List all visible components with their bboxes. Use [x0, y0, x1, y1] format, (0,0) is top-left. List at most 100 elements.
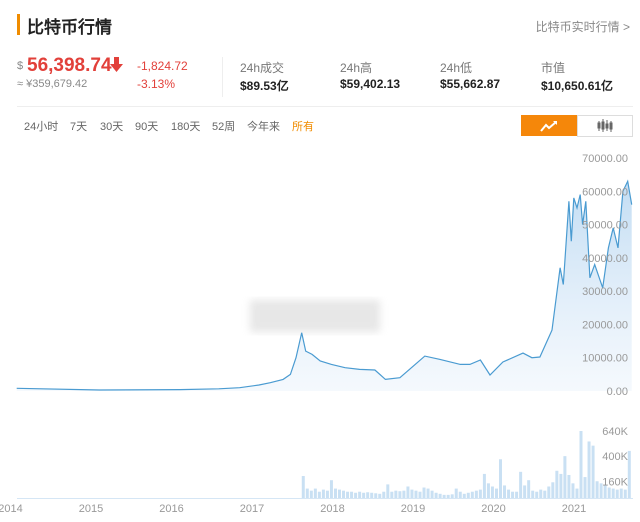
line-chart-button[interactable]: [521, 115, 577, 136]
tab-90d[interactable]: 90天: [135, 121, 159, 133]
volume-bar: [414, 490, 418, 498]
tab-all[interactable]: 所有: [292, 121, 314, 133]
candlestick-icon: [597, 119, 613, 132]
volume-bar: [575, 488, 579, 498]
volume-bar: [358, 491, 362, 498]
x-tick: 2014: [0, 503, 23, 515]
volume-bar: [410, 489, 414, 498]
volume-bar: [329, 480, 333, 498]
tab-24h[interactable]: 24小时: [24, 121, 59, 133]
volume-bar: [551, 482, 555, 498]
x-tick: 2019: [401, 503, 425, 515]
arrow-down-icon: [110, 57, 123, 77]
volume-bar: [527, 480, 531, 498]
stat-marketcap-value: $10,650.61亿: [541, 79, 614, 93]
volume-bar: [623, 489, 627, 498]
volume-bar: [333, 488, 337, 498]
volume-bar: [499, 459, 502, 498]
x-tick: 2017: [240, 503, 264, 515]
volume-bar: [309, 490, 313, 498]
volume-bar: [583, 477, 587, 498]
volume-bar: [466, 492, 470, 498]
volume-bar: [547, 486, 551, 498]
tab-30d[interactable]: 30天: [100, 121, 124, 133]
title-accent-bar: [17, 14, 20, 35]
volume-bar: [321, 489, 325, 498]
stat-volume-label: 24h成交: [240, 61, 285, 75]
tab-52w[interactable]: 52周: [212, 121, 236, 133]
divider: [17, 106, 633, 107]
volume-bar: [418, 491, 422, 498]
volume-bar: [342, 490, 346, 498]
x-tick: 2015: [79, 503, 103, 515]
volume-bar: [313, 488, 317, 498]
volume-bar: [350, 491, 354, 498]
price-y-tick: 60000.00: [582, 186, 628, 198]
volume-bar: [390, 491, 394, 498]
volume-bar: [462, 493, 466, 498]
volume-bar: [305, 488, 309, 498]
volume-bar: [567, 474, 571, 498]
volume-bar: [607, 487, 611, 498]
tab-7d[interactable]: 7天: [70, 121, 88, 133]
price-y-tick: 70000.00: [582, 153, 628, 165]
stat-high-label: 24h高: [340, 61, 373, 75]
volume-bar: [535, 491, 539, 498]
volume-bar: [430, 490, 434, 498]
price-y-tick: 0.00: [607, 386, 628, 398]
x-tick: 2020: [481, 503, 505, 515]
volume-bar: [507, 489, 511, 498]
cny-price: ≈ ¥359,679.42: [17, 78, 88, 90]
x-tick: 2018: [320, 503, 344, 515]
volume-bar: [523, 485, 527, 498]
volume-bar: [394, 490, 398, 498]
volume-bar: [366, 492, 370, 498]
volume-bar: [571, 483, 575, 498]
volume-bar: [615, 489, 619, 498]
volume-bar: [619, 488, 623, 498]
volume-bar: [374, 493, 378, 498]
volume-bar: [442, 494, 446, 498]
volume-bar: [458, 491, 462, 498]
tab-180d[interactable]: 180天: [171, 121, 201, 133]
volume-y-tick: 400K: [602, 451, 628, 463]
line-chart-icon: [540, 120, 557, 132]
price-y-tick: 30000.00: [582, 286, 628, 298]
volume-bar: [325, 490, 329, 498]
volume-bar: [539, 489, 543, 498]
volume-bar: [470, 491, 474, 498]
currency-symbol: $: [17, 60, 24, 72]
volume-y-tick: 160K: [602, 476, 628, 488]
volume-bar: [346, 491, 350, 498]
volume-bar: [511, 491, 515, 498]
volume-bar: [591, 445, 595, 498]
price-y-tick: 20000.00: [582, 319, 628, 331]
volume-bar: [503, 485, 507, 498]
volume-bar: [434, 492, 438, 498]
volume-bar: [422, 487, 426, 498]
volume-bar: [579, 431, 583, 498]
realtime-link[interactable]: 比特币实时行情 >: [535, 20, 630, 34]
volume-bar: [362, 492, 366, 498]
volume-bar: [494, 488, 498, 498]
volume-bar: [370, 492, 374, 498]
stat-volume-value: $89.53亿: [240, 79, 289, 93]
stat-marketcap-label: 市值: [541, 61, 566, 75]
volume-bar: [543, 490, 547, 498]
candlestick-button[interactable]: [577, 115, 633, 137]
volume-bar: [446, 494, 450, 498]
volume-bar: [555, 470, 559, 498]
price-line: [16, 179, 633, 391]
tab-ytd[interactable]: 今年来: [247, 121, 280, 133]
volume-bar: [402, 490, 406, 498]
volume-bar: [611, 488, 615, 498]
volume-bar: [382, 491, 386, 498]
volume-bar: [563, 456, 567, 498]
volume-bar: [378, 493, 382, 498]
volume-bar: [515, 491, 519, 498]
volume-bar: [627, 450, 631, 498]
price-y-tick: 50000.00: [582, 220, 628, 232]
price-y-tick: 40000.00: [582, 253, 628, 265]
divider: [222, 57, 223, 97]
